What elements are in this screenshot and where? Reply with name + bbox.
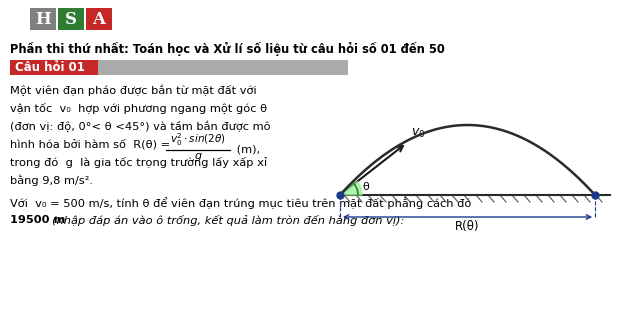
Text: Với  v₀ = 500 m/s, tính θ để viên đạn trúng mục tiêu trên mặt đất phẳng cách đó: Với v₀ = 500 m/s, tính θ để viên đạn trú… [10, 197, 472, 209]
Text: Câu hỏi 01: Câu hỏi 01 [15, 61, 85, 74]
Text: Một viên đạn pháo được bắn từ mặt đất với: Một viên đạn pháo được bắn từ mặt đất vớ… [10, 85, 257, 97]
Bar [98, 60, 348, 75]
Text: trong đó  g  là gia tốc trọng trường lấy xấp xỉ: trong đó g là gia tốc trọng trường lấy x… [10, 157, 267, 168]
Bar [86, 8, 112, 30]
Bar [10, 60, 98, 75]
Polygon shape [340, 181, 362, 195]
Text: $v_0^2 \cdot sin(2\theta)$: $v_0^2 \cdot sin(2\theta)$ [170, 131, 226, 148]
Text: vận tốc  v₀  hợp với phương ngang một góc θ: vận tốc v₀ hợp với phương ngang một góc … [10, 103, 267, 114]
Text: 19500 m: 19500 m [10, 215, 69, 225]
Text: Phần thi thứ nhất: Toán học và Xử lí số liệu từ câu hỏi số 01 đến 50: Phần thi thứ nhất: Toán học và Xử lí số … [10, 42, 445, 56]
Text: θ: θ [362, 182, 369, 192]
Text: H: H [35, 10, 51, 27]
Text: bằng 9,8 m/s².: bằng 9,8 m/s². [10, 175, 93, 186]
Bar [58, 8, 84, 30]
Text: $g$: $g$ [194, 151, 202, 163]
Text: (m),: (m), [233, 144, 260, 154]
Text: R(θ): R(θ) [455, 220, 480, 233]
Text: S: S [65, 10, 77, 27]
Text: A: A [93, 10, 106, 27]
Text: (nhập đáp án vào ô trống, kết quả làm tròn đến hàng đơn vị):: (nhập đáp án vào ô trống, kết quả làm tr… [52, 215, 404, 226]
Text: hình hóa bởi hàm số  R(θ) =: hình hóa bởi hàm số R(θ) = [10, 139, 170, 150]
Bar [30, 8, 56, 30]
Text: (đơn vị: độ, 0°< θ <45°) và tầm bắn được mô: (đơn vị: độ, 0°< θ <45°) và tầm bắn được… [10, 121, 271, 132]
Text: $v_0$: $v_0$ [411, 127, 426, 140]
